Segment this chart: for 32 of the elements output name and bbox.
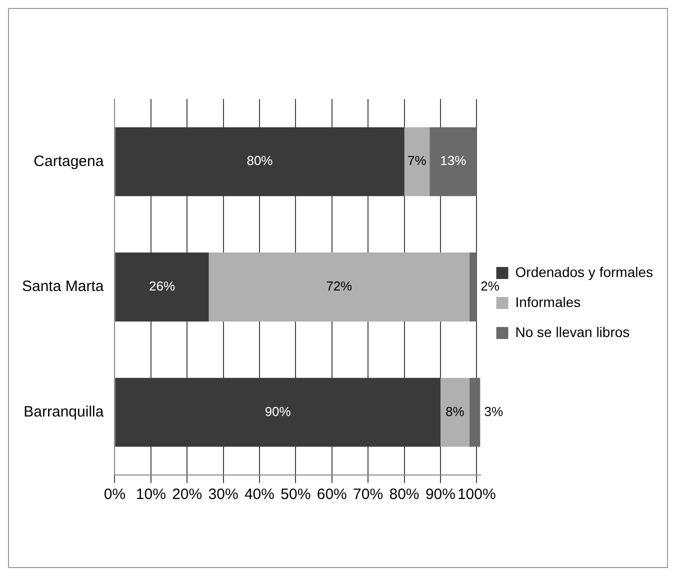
- x-tick-label: 40%: [244, 486, 274, 504]
- x-tick-label: 10%: [136, 486, 166, 504]
- y-tick-label: Santa Marta: [22, 278, 104, 296]
- legend-label: Ordenados y formales: [515, 264, 654, 280]
- bar: [404, 127, 430, 196]
- x-tick-label: 70%: [353, 486, 384, 504]
- x-tick-label: 100%: [457, 486, 496, 504]
- legend-label: Informales: [515, 294, 581, 310]
- legend-label: No se llevan libros: [515, 324, 630, 340]
- data-label: 26%: [148, 278, 176, 294]
- x-tick-label: 90%: [425, 486, 456, 504]
- x-tick-label: 30%: [208, 486, 238, 504]
- x-tick-label: 0%: [104, 486, 126, 504]
- bar: [430, 127, 477, 196]
- data-label: 2%: [480, 278, 500, 294]
- data-label: 90%: [264, 404, 292, 419]
- bar: [208, 252, 470, 322]
- data-label: 72%: [326, 278, 353, 294]
- data-label: 13%: [440, 153, 467, 168]
- bar: [469, 252, 477, 322]
- x-tick-label: 20%: [172, 486, 202, 504]
- data-label: 7%: [408, 153, 427, 168]
- y-tick-label: Barranquilla: [24, 403, 104, 420]
- x-tick-label: 80%: [389, 486, 420, 504]
- x-tick-label: 50%: [280, 486, 311, 504]
- data-label: 3%: [484, 404, 504, 419]
- bar: [469, 378, 480, 447]
- data-label: 80%: [246, 153, 274, 168]
- x-tick-label: 60%: [316, 486, 347, 504]
- bar: [440, 378, 470, 447]
- data-label: 8%: [446, 404, 465, 419]
- y-tick-label: Cartagena: [34, 152, 104, 170]
